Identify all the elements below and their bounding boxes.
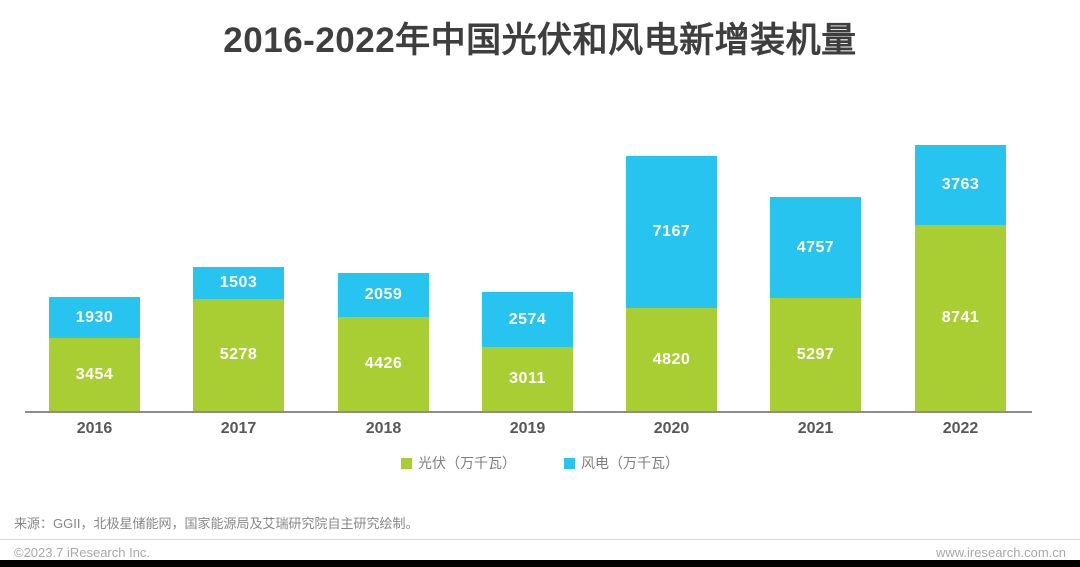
pv-value-label-2022: 8741 [941, 309, 980, 326]
bar-2022: 3763 8741 [915, 145, 1006, 411]
legend-swatch-icon [401, 457, 412, 469]
x-axis-label-2021: 2021 [797, 420, 834, 437]
wind-segment-2016: 1930 [49, 297, 140, 338]
wind-value-label-2018: 2059 [364, 286, 403, 303]
x-axis-label-2018: 2018 [365, 420, 402, 437]
pv-value-label-2017: 5278 [219, 346, 258, 363]
pv-value-label-2018: 4426 [364, 355, 403, 372]
bar-2021: 4757 5297 [770, 197, 861, 411]
x-axis-label-2020: 2020 [653, 420, 690, 437]
wind-segment-2017: 1503 [193, 267, 284, 299]
wind-value-label-2021: 4757 [796, 238, 835, 256]
x-axis-label-2016: 2016 [76, 420, 113, 437]
chart-legend: 光伏（万千瓦） 风电（万千瓦） [0, 453, 1080, 473]
x-axis-label-2019: 2019 [509, 420, 546, 437]
wind-segment-2018: 2059 [338, 273, 429, 317]
pv-segment-2019: 3011 [482, 347, 573, 411]
bar-2018: 2059 4426 [338, 273, 429, 411]
legend-item-pv: 光伏（万千瓦） [401, 453, 516, 473]
bar-2020: 7167 4820 [626, 156, 717, 411]
website-url: www.iresearch.com.cn [935, 545, 1066, 560]
pv-value-label-2016: 3454 [75, 365, 114, 383]
legend-label: 风电（万千瓦） [581, 455, 679, 471]
source-note: 来源：GGII，北极星储能网，国家能源局及艾瑞研究院自主研究绘制。 [14, 516, 419, 531]
copyright-text: ©2023.7 iResearch Inc. [14, 545, 151, 560]
chart-title: 2016-2022年中国光伏和风电新增装机量 [223, 21, 857, 60]
footer-divider [0, 539, 1080, 540]
x-axis-label-2022: 2022 [942, 420, 979, 437]
pv-segment-2016: 3454 [49, 338, 140, 411]
pv-segment-2022: 8741 [915, 225, 1006, 411]
wind-value-label-2022: 3763 [941, 176, 980, 193]
pv-value-label-2019: 3011 [509, 370, 546, 387]
wind-value-label-2019: 2574 [508, 310, 547, 328]
pv-segment-2017: 5278 [193, 299, 284, 411]
pv-segment-2021: 5297 [770, 298, 861, 411]
pv-segment-2018: 4426 [338, 317, 429, 411]
wind-segment-2022: 3763 [915, 145, 1006, 225]
wind-value-label-2017: 1503 [219, 274, 258, 291]
wind-segment-2020: 7167 [626, 156, 717, 308]
wind-value-label-2020: 7167 [652, 223, 691, 240]
wind-segment-2021: 4757 [770, 197, 861, 298]
bar-2017: 1503 5278 [193, 267, 284, 411]
legend-swatch-icon [564, 457, 575, 469]
x-axis-line [25, 411, 1032, 413]
bar-2016: 1930 3454 [49, 297, 140, 411]
pv-value-label-2021: 5297 [796, 345, 835, 363]
wind-segment-2019: 2574 [482, 292, 573, 347]
legend-item-wind: 风电（万千瓦） [564, 453, 679, 473]
wind-value-label-2016: 1930 [75, 308, 114, 326]
pv-segment-2020: 4820 [626, 308, 717, 411]
pv-value-label-2020: 4820 [652, 350, 691, 368]
legend-label: 光伏（万千瓦） [418, 455, 516, 471]
bar-2019: 2574 3011 [482, 292, 573, 411]
x-axis-label-2017: 2017 [220, 420, 257, 437]
footer-black-bar [0, 560, 1080, 567]
